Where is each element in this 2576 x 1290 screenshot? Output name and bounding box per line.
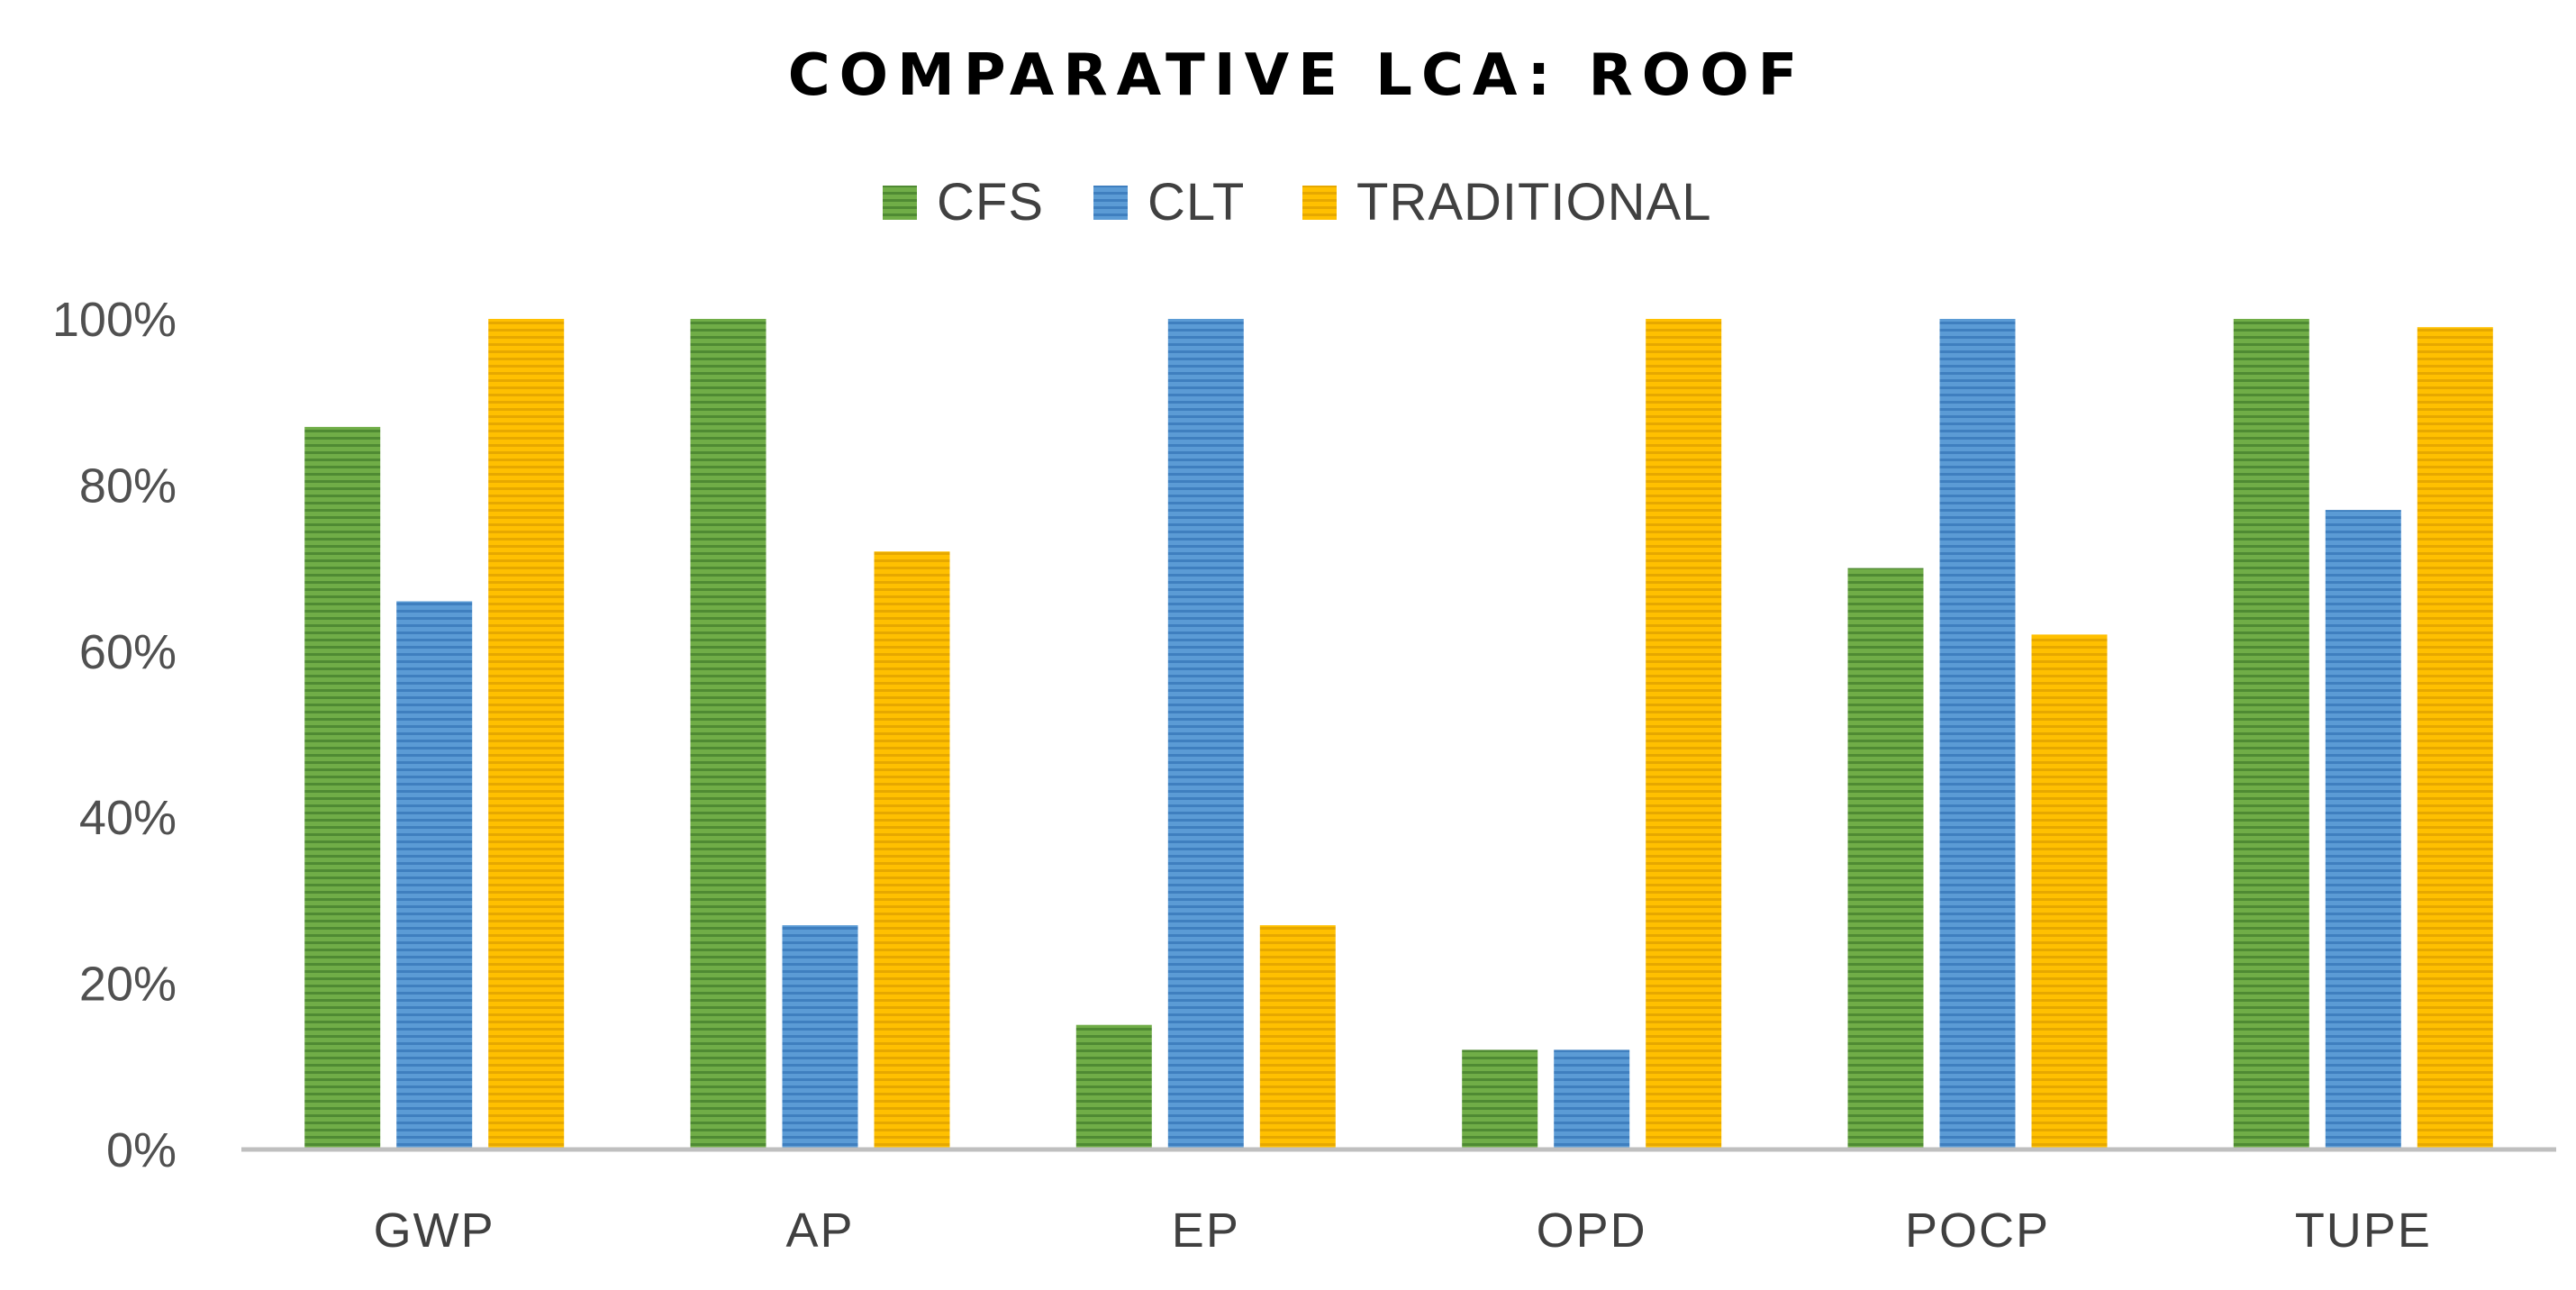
bar-cfs-ap [690,319,766,1149]
bar-traditional-ap [874,551,950,1149]
bar-cfs-gwp [304,426,381,1149]
legend-swatch-clt [1093,186,1128,220]
bar-clt-ep [1167,319,1244,1149]
legend: CFS CLT TRADITIONAL [883,173,1712,232]
legend-swatch-traditional [1302,186,1337,220]
bar-cfs-ep [1075,1024,1152,1149]
legend-label-clt: CLT [1147,173,1245,232]
x-category-label: GWP [374,1204,495,1258]
bar-traditional-tupe [2417,327,2493,1149]
y-tick-label: 80% [79,459,177,513]
x-category-label: AP [785,1204,854,1258]
bar-traditional-gwp [488,319,565,1149]
x-category-label: EP [1172,1204,1240,1258]
bar-clt-gwp [396,601,473,1149]
bar-traditional-pocp [2031,634,2108,1149]
bar-traditional-ep [1259,925,1336,1149]
x-category-label: POCP [1905,1204,2050,1258]
x-axis-labels: GWP AP EP OPD POCP TUPE [374,1204,2432,1258]
bar-clt-ap [782,925,858,1149]
y-tick-label: 60% [79,625,177,679]
y-axis-ticks: 0% 20% 40% 60% 80% 100% [52,293,177,1177]
y-tick-label: 20% [79,958,177,1012]
bar-cfs-opd [1462,1049,1538,1149]
bar-clt-pocp [1939,319,2016,1149]
x-category-label: TUPE [2295,1204,2432,1258]
legend-label-traditional: TRADITIONAL [1356,173,1712,232]
bars [304,319,2493,1149]
bar-traditional-opd [1646,319,1722,1149]
y-tick-label: 0% [106,1123,177,1177]
x-category-label: OPD [1537,1204,1647,1258]
bar-clt-opd [1554,1049,1630,1149]
bar-cfs-pocp [1847,568,1924,1149]
legend-swatch-cfs [883,186,917,220]
y-tick-label: 40% [79,791,177,845]
legend-label-cfs: CFS [937,173,1044,232]
bar-cfs-tupe [2233,319,2309,1149]
chart-title: COMPARATIVE LCA: ROOF [788,42,1807,109]
y-tick-label: 100% [52,293,177,347]
bar-clt-tupe [2325,510,2401,1149]
